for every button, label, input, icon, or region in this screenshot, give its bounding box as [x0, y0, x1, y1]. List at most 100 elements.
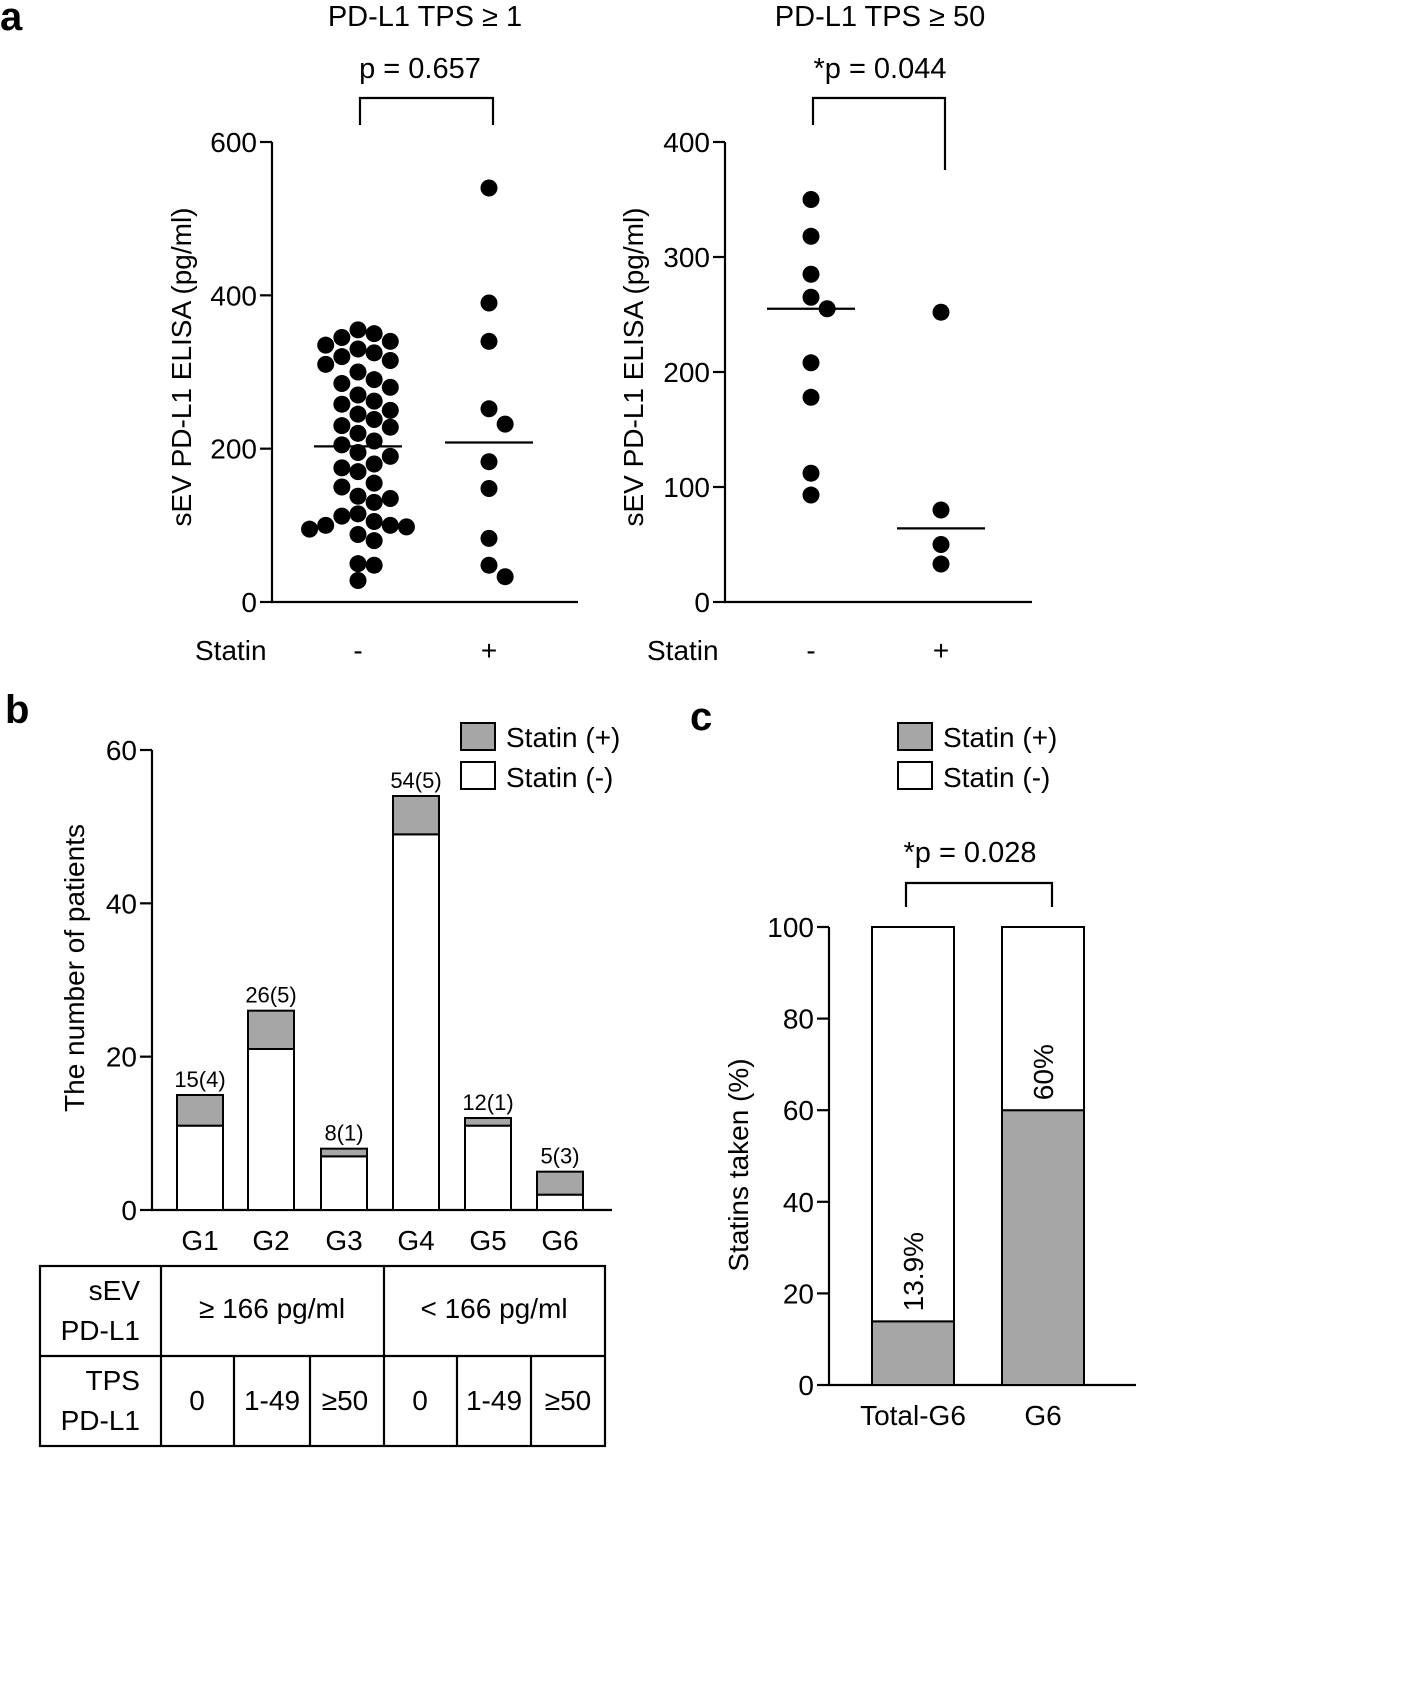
bar-segment: [176, 1094, 224, 1127]
chart-c-data-labels: 13.9% 60%: [898, 1044, 1059, 1311]
data-point: [317, 336, 335, 354]
chart-a-right: PD-L1 TPS ≥ 50 *p = 0.044 sEV PD-L1 ELIS…: [618, 1, 1032, 666]
data-point: [381, 447, 399, 465]
data-point: [480, 179, 498, 197]
chart-a-right-axes: [723, 142, 1032, 604]
data-point: [480, 480, 498, 498]
chart-b-bars: [176, 795, 584, 1212]
data-label: 15(4): [174, 1067, 225, 1092]
chart-a-right-yticks: 0 100 200 300 400: [663, 127, 725, 618]
table-cell-sev-high: ≥ 166 pg/ml: [199, 1293, 345, 1324]
chart-a-right-group-minus: -: [806, 635, 815, 666]
y-tick-label: 80: [783, 1004, 814, 1035]
chart-b-categories: G1 G2 G3 G4 G5 G6: [181, 1225, 578, 1256]
y-tick-label: 400: [663, 127, 710, 158]
data-point: [349, 572, 367, 590]
table-cell-tps: ≥50: [322, 1385, 369, 1416]
data-label: 26(5): [245, 983, 296, 1008]
data-point: [365, 455, 383, 473]
data-point: [480, 529, 498, 547]
y-tick-label: 0: [798, 1370, 814, 1401]
table-row2-header-line1: TPS: [86, 1365, 140, 1396]
data-point: [301, 520, 319, 538]
bar-segment: [320, 1155, 368, 1212]
data-point: [480, 332, 498, 350]
data-point: [349, 321, 367, 339]
y-tick-label: 60: [783, 1095, 814, 1126]
y-tick-label: 100: [767, 912, 814, 943]
data-point: [333, 417, 351, 435]
data-point: [932, 501, 950, 519]
data-point: [349, 405, 367, 423]
data-point: [349, 444, 367, 461]
category-label: G6: [1024, 1400, 1061, 1431]
chart-a-right-ylabel: sEV PD-L1 ELISA (pg/ml): [618, 207, 649, 526]
category-label: Total-G6: [860, 1400, 966, 1431]
data-point: [381, 401, 399, 419]
data-point: [381, 352, 399, 369]
legend-b-label-statin-neg: Statin (-): [506, 762, 613, 793]
data-point: [333, 348, 351, 366]
data-point: [365, 392, 383, 410]
data-point: [333, 395, 351, 413]
data-point: [349, 463, 367, 481]
bar-segment: [320, 1147, 368, 1158]
data-point: [496, 568, 514, 586]
chart-a-right-bracket: [811, 96, 947, 170]
chart-a-right-title: PD-L1 TPS ≥ 50: [775, 1, 985, 33]
legend-c-swatch-statin-neg: [897, 761, 933, 790]
y-tick-label: 300: [663, 242, 710, 273]
chart-b-legend: Statin (+) Statin (-): [460, 722, 620, 793]
data-label: 8(1): [324, 1121, 363, 1146]
data-point: [333, 375, 351, 392]
y-tick-label: 20: [106, 1042, 137, 1073]
legend-b-swatch-statin-pos: [460, 722, 496, 751]
y-tick-label: 0: [694, 587, 710, 618]
chart-a-left-group-plus: +: [481, 635, 497, 666]
table-cell-tps: 1-49: [244, 1385, 300, 1416]
data-point: [932, 303, 950, 321]
chart-b-ylabel: The number of patients: [59, 824, 90, 1112]
legend-c-swatch-statin-pos: [897, 722, 933, 751]
data-point: [365, 556, 383, 574]
data-point: [333, 459, 351, 477]
chart-a-left-bracket: [358, 96, 495, 125]
data-point: [381, 378, 399, 396]
bar-segment: [464, 1117, 512, 1127]
data-point: [365, 493, 383, 511]
data-point: [802, 354, 820, 372]
chart-c-ylabel: Statins taken (%): [723, 1058, 754, 1271]
chart-a-left: PD-L1 TPS ≥ 1 p = 0.657 sEV PD-L1 ELISA …: [166, 1, 578, 666]
y-tick-label: 400: [210, 280, 257, 311]
data-point: [333, 329, 351, 346]
data-point: [333, 436, 351, 454]
data-point: [365, 432, 383, 450]
chart-a-right-pvalue: *p = 0.044: [813, 53, 946, 85]
data-point: [349, 386, 367, 404]
data-point: [317, 355, 335, 373]
chart-c-categories: Total-G6 G6: [860, 1400, 1062, 1431]
table-cell-tps: ≥50: [545, 1385, 592, 1416]
data-point: [381, 332, 399, 350]
data-point: [333, 478, 351, 496]
data-point: [802, 388, 820, 406]
data-point: [381, 490, 399, 507]
data-point: [365, 344, 383, 362]
bar-segment: [871, 926, 955, 1323]
y-tick-label: 40: [106, 888, 137, 919]
data-point: [333, 507, 351, 525]
data-point: [480, 294, 498, 312]
data-point: [349, 555, 367, 573]
data-point: [349, 526, 367, 544]
data-point: [365, 371, 383, 389]
chart-a-left-ylabel: sEV PD-L1 ELISA (pg/ml): [166, 207, 197, 526]
bar-segment: [1001, 926, 1085, 1112]
y-tick-label: 200: [663, 357, 710, 388]
table-row1-header-line1: sEV: [89, 1275, 141, 1306]
chart-c-yticks: 0 20 40 60 80 100: [767, 912, 829, 1401]
chart-c-bars: [871, 926, 1085, 1387]
chart-c-legend: Statin (+) Statin (-): [897, 722, 1057, 793]
y-tick-label: 60: [106, 735, 137, 766]
bar-segment: [392, 833, 440, 1211]
